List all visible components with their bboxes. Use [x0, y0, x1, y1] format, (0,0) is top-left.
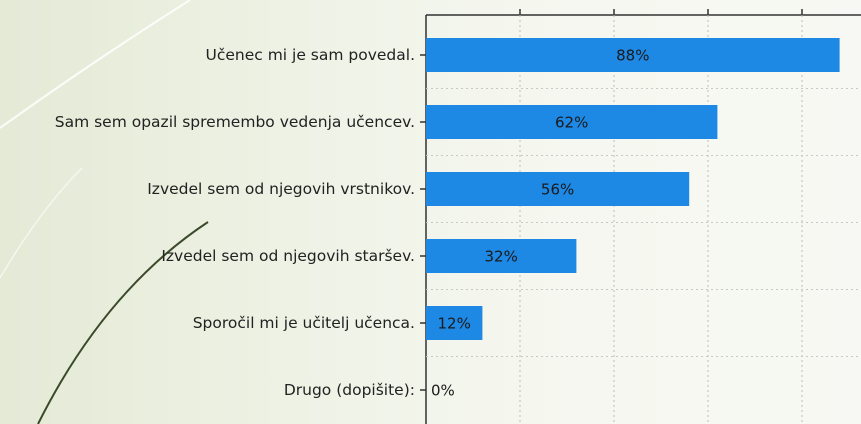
category-label: Učenec mi je sam povedal.	[205, 46, 415, 64]
category-label: Izvedel sem od njegovih vrstnikov.	[147, 180, 415, 198]
bar	[426, 38, 840, 72]
value-label: 56%	[541, 181, 574, 199]
decorative-curve-light	[0, 167, 83, 279]
category-label: Sporočil mi je učitelj učenca.	[193, 314, 415, 332]
bar	[426, 172, 690, 206]
bars-layer	[426, 38, 840, 340]
decorative-curve-top	[0, 0, 191, 129]
category-label: Drugo (dopišite):	[284, 381, 415, 399]
value-label: 0%	[431, 382, 455, 400]
labels-layer: Učenec mi je sam povedal. 88% Sam sem opaz…	[55, 46, 650, 400]
bar	[426, 105, 718, 139]
value-label: 62%	[555, 114, 588, 132]
value-label: 12%	[438, 315, 471, 333]
category-label: Sam sem opazil spremembo vedenja učencev…	[55, 113, 415, 131]
grid-layer	[420, 9, 861, 424]
bar	[426, 306, 483, 340]
value-label: 88%	[616, 47, 649, 65]
category-label: Izvedel sem od njegovih staršev.	[161, 247, 415, 265]
bar	[426, 239, 577, 273]
value-label: 32%	[485, 248, 518, 266]
decorative-curve-bottom	[37, 221, 209, 424]
